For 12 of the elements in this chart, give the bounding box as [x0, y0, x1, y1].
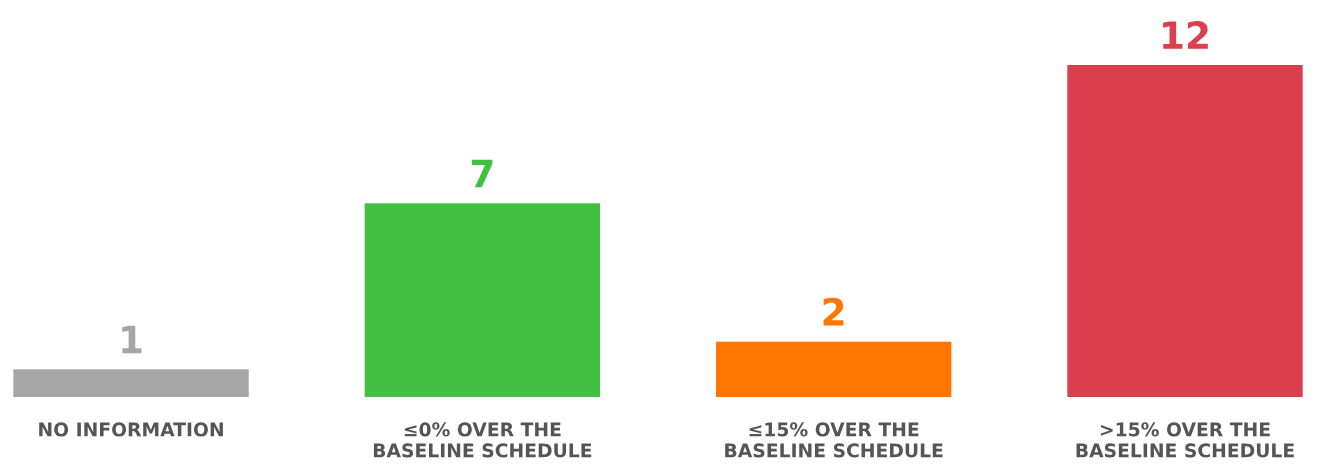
bar — [364, 203, 601, 397]
x-tick-label: ≤0% OVER THE BASELINE SCHEDULE — [373, 422, 592, 458]
bar — [13, 369, 249, 397]
bar — [715, 341, 952, 397]
x-tick-label: ≤15% OVER THE BASELINE SCHEDULE — [725, 422, 943, 458]
data-label: 2 — [823, 297, 844, 326]
x-tick-label: >15% OVER THE BASELINE SCHEDULE — [1076, 422, 1294, 458]
data-label: 7 — [471, 159, 493, 188]
data-label: 12 — [1163, 21, 1208, 49]
x-tick-label: NO INFORMATION — [39, 422, 223, 437]
bar — [1067, 65, 1303, 397]
data-label: 1 — [122, 325, 142, 354]
